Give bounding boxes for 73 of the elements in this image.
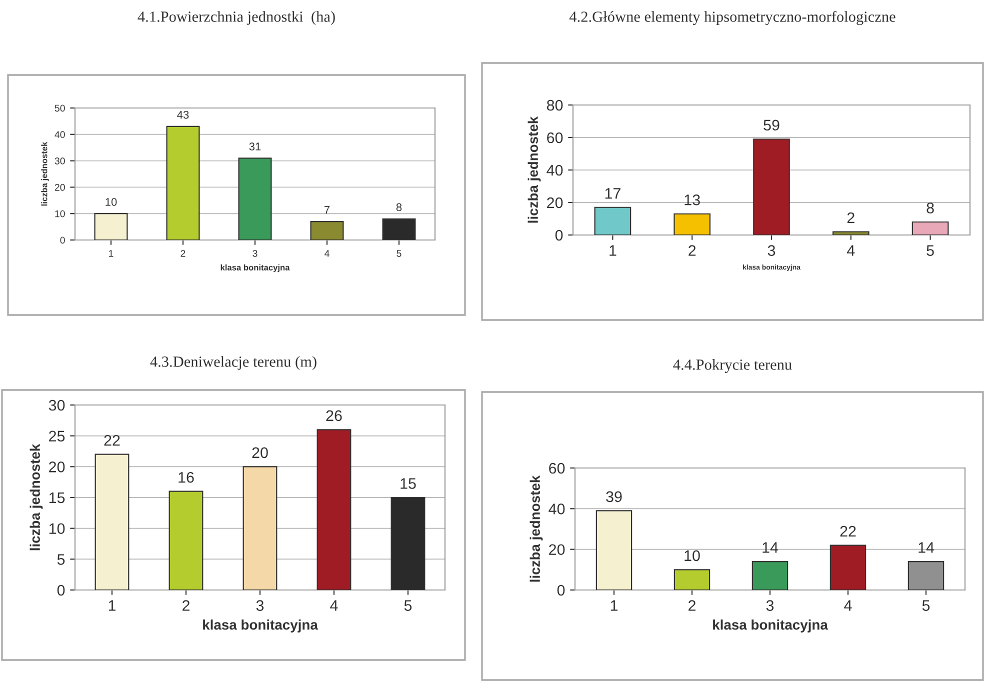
data-label: 22: [840, 526, 856, 537]
data-label: 7: [324, 206, 330, 214]
y-tick-label: 0: [57, 584, 65, 596]
y-tick-label: 15: [49, 492, 65, 504]
x-tick-label: 5: [396, 250, 402, 257]
data-label: 2: [847, 212, 854, 224]
x-tick-label: 2: [688, 245, 696, 256]
y-tick-label: 30: [48, 400, 65, 411]
data-label: 59: [764, 120, 780, 131]
data-label: 17: [605, 188, 620, 199]
x-tick-label: 3: [256, 600, 264, 611]
y-tick-label: 25: [49, 430, 65, 442]
y-tick-label: 60: [547, 132, 563, 144]
y-tick-label: 40: [548, 504, 565, 514]
y-tick-label: 20: [547, 197, 563, 208]
data-label: 20: [252, 447, 268, 458]
data-label: 13: [684, 194, 700, 206]
x-tick-label: 1: [108, 600, 116, 611]
y-tick-label: 0: [60, 236, 65, 244]
x-tick-label: 3: [252, 250, 258, 257]
y-tick-label: 10: [55, 210, 65, 218]
x-tick-label: 1: [610, 600, 618, 611]
data-label: 16: [178, 472, 194, 483]
data-label: 8: [396, 203, 402, 212]
data-label: 10: [106, 198, 117, 206]
y-axis-title: liczba jednostek: [528, 116, 541, 223]
y-tick-label: 30: [54, 158, 65, 164]
x-axis-title: klasa bonitacyjna: [220, 264, 290, 272]
x-tick-label: 4: [847, 245, 855, 256]
chart-title: 4.1.Powierzchnia jednostki (ha): [138, 11, 335, 25]
y-tick-label: 20: [549, 544, 565, 556]
data-label: 10: [684, 550, 700, 562]
x-tick-label: 3: [766, 600, 774, 611]
data-label: 39: [606, 491, 622, 502]
y-tick-label: 5: [57, 554, 65, 565]
y-tick-label: 40: [54, 131, 65, 138]
y-tick-label: 0: [555, 230, 563, 241]
x-tick-label: 2: [180, 250, 186, 257]
y-axis-title: liczba jednostek: [30, 444, 43, 550]
y-tick-label: 80: [546, 100, 563, 111]
y-tick-label: 20: [49, 462, 65, 472]
data-label: 22: [104, 434, 120, 446]
data-label: 8: [926, 202, 934, 214]
x-tick-label: 3: [768, 245, 776, 256]
data-label: 43: [177, 110, 189, 119]
chart-title: 4.3.Deniwelacje terenu (m): [150, 356, 316, 370]
x-tick-label: 4: [330, 600, 338, 611]
data-label: 26: [326, 410, 342, 422]
data-label: 14: [762, 542, 778, 553]
x-tick-label: 5: [926, 245, 934, 256]
x-tick-label: 4: [844, 600, 852, 611]
data-label: 31: [249, 142, 261, 150]
x-axis-title: klasa bonitacyjna: [203, 620, 318, 632]
y-tick-label: 0: [557, 584, 565, 596]
x-tick-label: 2: [182, 600, 190, 611]
y-tick-label: 50: [54, 104, 65, 112]
x-tick-label: 5: [404, 600, 412, 611]
y-tick-label: 60: [549, 462, 565, 474]
x-tick-label: 1: [610, 245, 616, 256]
chart-title: 4.4.Pokrycie terenu: [673, 359, 792, 373]
x-axis-title: klasa bonitacyjna: [713, 620, 828, 632]
x-tick-label: 5: [922, 600, 930, 611]
y-tick-label: 40: [546, 164, 563, 176]
data-label: 15: [400, 478, 416, 489]
chart-title: 4.2.Główne elementy hipsometryczno-morfologiczne: [569, 10, 896, 26]
x-tick-label: 4: [324, 250, 330, 257]
x-tick-label: 1: [109, 250, 114, 257]
data-label: 14: [918, 542, 934, 553]
y-tick-label: 20: [54, 184, 65, 191]
x-tick-label: 2: [688, 600, 696, 611]
y-axis-title: liczba jednostek: [41, 142, 49, 206]
y-tick-label: 10: [49, 523, 65, 534]
y-axis-title: liczba jednostek: [530, 475, 543, 582]
